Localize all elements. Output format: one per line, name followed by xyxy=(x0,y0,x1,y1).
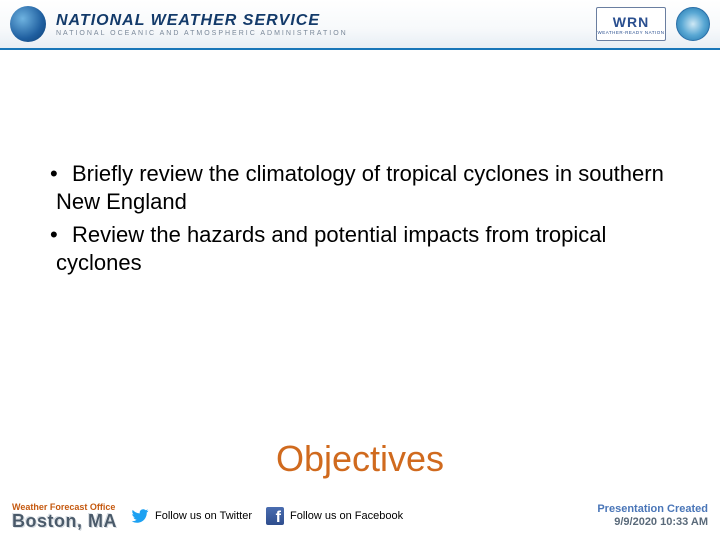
list-item: Review the hazards and potential impacts… xyxy=(56,221,664,276)
list-item: Briefly review the climatology of tropic… xyxy=(56,160,664,215)
created-block: Presentation Created 9/9/2020 10:33 AM xyxy=(597,503,708,528)
wrn-logo-icon: WRN WEATHER-READY NATION xyxy=(596,7,666,41)
org-subtitle: NATIONAL OCEANIC AND ATMOSPHERIC ADMINIS… xyxy=(56,30,348,37)
section-title: Objectives xyxy=(0,438,720,480)
nws-title-block: NATIONAL WEATHER SERVICE NATIONAL OCEANI… xyxy=(56,12,348,37)
org-title: NATIONAL WEATHER SERVICE xyxy=(56,12,348,30)
wrn-subtext: WEATHER-READY NATION xyxy=(597,30,664,35)
wrn-text: WRN xyxy=(613,14,649,30)
office-city: Boston, MA xyxy=(12,512,117,530)
dept-seal-icon xyxy=(676,7,710,41)
noaa-logo-icon xyxy=(10,6,46,42)
bullet-list: Briefly review the climatology of tropic… xyxy=(56,160,664,276)
created-label: Presentation Created xyxy=(597,503,708,516)
facebook-icon xyxy=(266,507,284,525)
slide: NATIONAL WEATHER SERVICE NATIONAL OCEANI… xyxy=(0,0,720,540)
footer-bar: Weather Forecast Office Boston, MA Follo… xyxy=(0,498,720,540)
twitter-link[interactable]: Follow us on Twitter xyxy=(131,507,252,525)
twitter-icon xyxy=(131,507,149,525)
office-block: Weather Forecast Office Boston, MA xyxy=(12,503,117,530)
bullet-list-container: Briefly review the climatology of tropic… xyxy=(0,160,720,282)
facebook-link[interactable]: Follow us on Facebook xyxy=(266,507,403,525)
created-timestamp: 9/9/2020 10:33 AM xyxy=(597,516,708,529)
header-bar: NATIONAL WEATHER SERVICE NATIONAL OCEANI… xyxy=(0,0,720,50)
facebook-text: Follow us on Facebook xyxy=(290,510,403,522)
twitter-text: Follow us on Twitter xyxy=(155,510,252,522)
